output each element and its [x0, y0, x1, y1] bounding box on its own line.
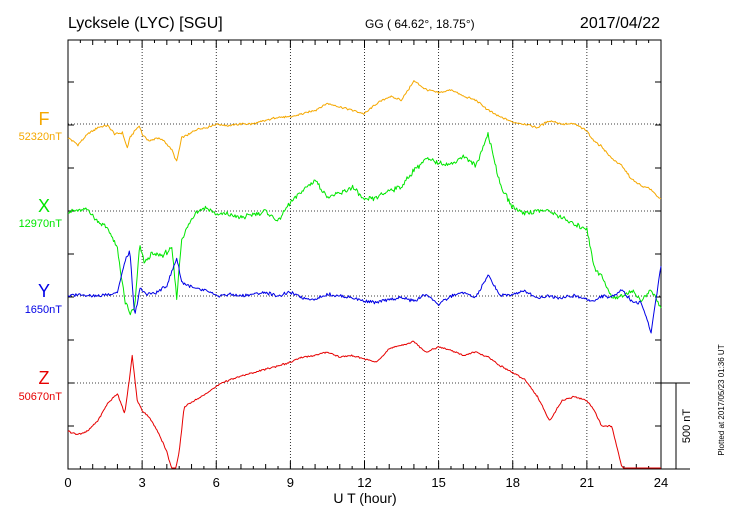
x-tick-label: 6 [213, 475, 220, 490]
scale-bar [661, 382, 690, 470]
baseline-value-f: 52320nT [19, 131, 63, 143]
series-name-y: Y [38, 281, 50, 301]
baseline-value-z: 50670nT [19, 391, 63, 403]
x-tick-label: 24 [654, 475, 668, 490]
series-layer [67, 80, 662, 469]
series-line-y [67, 250, 662, 334]
x-tick-label: 3 [139, 475, 146, 490]
station-title: Lycksele (LYC) [SGU] [68, 15, 223, 32]
series-name-x: X [38, 196, 50, 216]
x-tick-label: 15 [431, 475, 445, 490]
scale-bar-label: 500 nT [681, 409, 693, 444]
x-tick-label: 21 [580, 475, 594, 490]
series-name-z: Z [39, 368, 50, 388]
series-labels: F 52320nT X 12970nT Y 1650nT Z 50670nT [19, 109, 63, 403]
grid [68, 40, 661, 469]
series-line-x [68, 132, 662, 316]
series-name-f: F [39, 109, 50, 129]
x-tick-label: 0 [64, 475, 71, 490]
series-line-f [67, 80, 662, 200]
axis-ticks [67, 40, 662, 470]
series-line-z [67, 340, 661, 469]
date-label: 2017/04/22 [580, 15, 660, 32]
plot-frame [67, 39, 662, 470]
x-tick-labels: 0 3 6 9 12 15 18 21 24 [64, 475, 668, 490]
plotted-at-note: Plotted at 2017/05/23 01:36 UT [717, 344, 726, 455]
coordinates-label: GG ( 64.62°, 18.75°) [365, 17, 475, 31]
x-tick-label: 9 [287, 475, 294, 490]
x-tick-label: 18 [506, 475, 520, 490]
baseline-value-y: 1650nT [25, 304, 63, 316]
x-tick-label: 12 [357, 475, 371, 490]
baseline-value-x: 12970nT [19, 218, 63, 230]
x-axis-label: U T (hour) [333, 490, 396, 506]
